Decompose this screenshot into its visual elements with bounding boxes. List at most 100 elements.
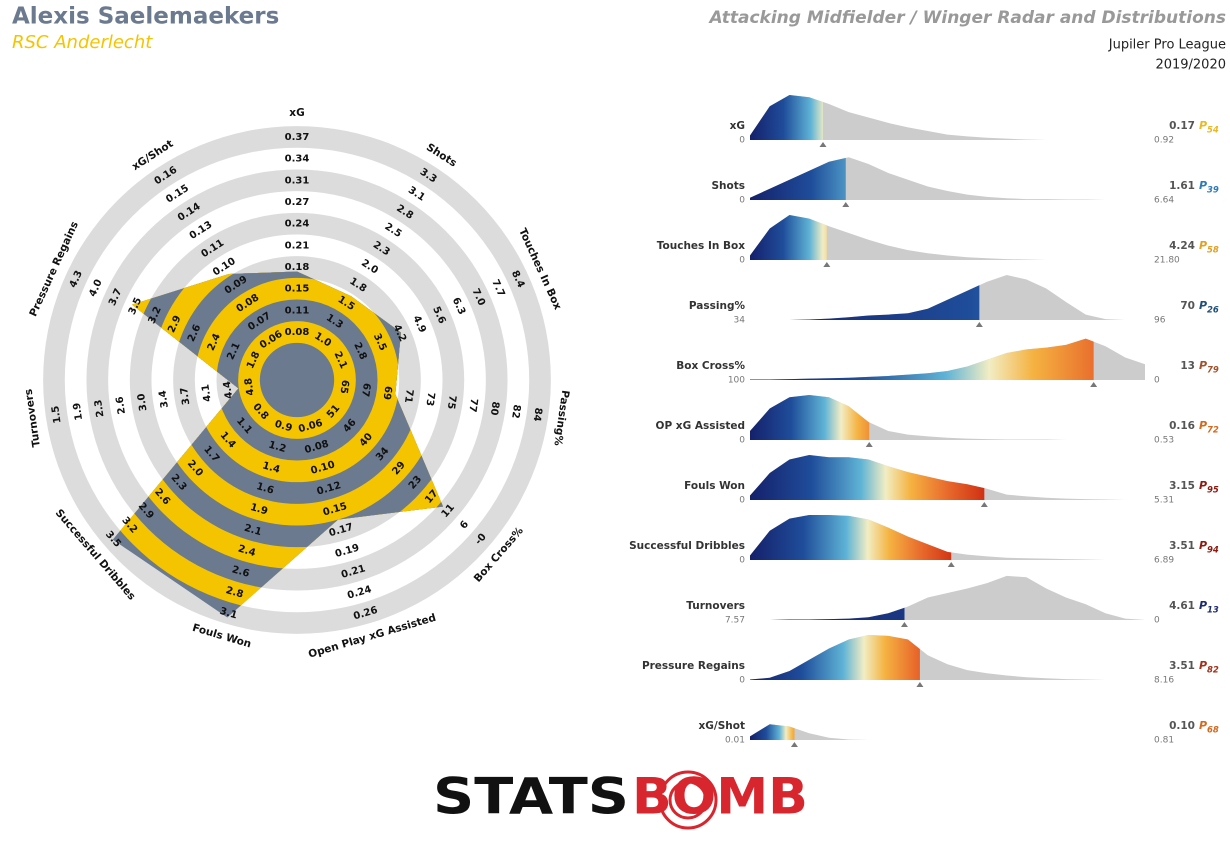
max-label: 0.53 [1154, 436, 1174, 446]
max-label: 0.81 [1154, 736, 1174, 746]
density-value-fill [750, 395, 870, 440]
max-label: 0 [1154, 616, 1160, 626]
tick-label: 0.15 [285, 284, 310, 295]
percentile-label: 13 [1207, 606, 1219, 616]
team-name: RSC Anderlecht [12, 32, 153, 53]
tick-label: 2.6 [231, 564, 251, 580]
value-label: 0.10 [1169, 720, 1195, 732]
percentile-label: 72 [1207, 426, 1219, 436]
percentile-symbol: P [1199, 479, 1207, 492]
tick-label: 0.24 [285, 219, 310, 230]
value-marker [947, 562, 955, 567]
ring-center [259, 342, 335, 418]
tick-label: 2.3 [93, 399, 106, 418]
value-marker [842, 202, 850, 207]
row-label: xG [730, 120, 745, 132]
density-value-fill [750, 338, 1094, 380]
max-label: 8.16 [1154, 676, 1174, 686]
density [750, 575, 1145, 620]
tick-label: 0.37 [285, 132, 310, 143]
density [750, 95, 1145, 140]
tick-label: 3.4 [157, 390, 170, 409]
row-label: xG/Shot [699, 720, 746, 732]
density [750, 724, 1145, 740]
tick-label: 2.8 [224, 585, 244, 601]
density-value-fill [750, 455, 985, 500]
density [750, 157, 1145, 200]
min-label: 0 [739, 256, 745, 266]
tick-label: 73 [423, 391, 436, 406]
max-label: 21.80 [1154, 256, 1180, 266]
logo-target [668, 780, 708, 820]
tick-label: 2.1 [243, 523, 263, 539]
density-value-fill [750, 607, 905, 620]
density-value-fill [750, 215, 827, 260]
league: Jupiler Pro League [1108, 38, 1226, 53]
tick-label: 69 [380, 385, 393, 400]
tick-label: 1.5 [50, 405, 63, 424]
tick-label: 65 [338, 379, 351, 394]
max-label: 6.89 [1154, 556, 1174, 566]
percentile-label: 39 [1207, 186, 1219, 196]
max-label: 96 [1154, 316, 1166, 326]
percentile-symbol: P [1199, 719, 1207, 732]
row-label: Touches In Box [657, 240, 745, 252]
logo: STATS BOMB [433, 768, 808, 830]
min-label: 0 [739, 556, 745, 566]
percentile-symbol: P [1199, 239, 1207, 252]
value-label: 4.61 [1169, 600, 1195, 612]
percentile-symbol: P [1199, 539, 1207, 552]
value-marker [1090, 382, 1098, 387]
percentile-symbol: P [1199, 179, 1207, 192]
tick-label: 1.2 [267, 440, 287, 456]
value-label: 1.61 [1169, 180, 1195, 192]
tick-label: 1.6 [255, 481, 275, 497]
tick-label: 4.4 [222, 380, 235, 399]
percentile-label: 95 [1207, 486, 1219, 496]
percentile-label: 82 [1207, 666, 1219, 676]
percentile-symbol: P [1199, 599, 1207, 612]
tick-label: 1.9 [72, 402, 85, 421]
tick-label: 4.1 [200, 383, 213, 402]
percentile-symbol: P [1199, 359, 1207, 372]
min-label: 0 [739, 496, 745, 506]
value-label: 0.17 [1169, 120, 1195, 132]
percentile-label: 79 [1207, 366, 1219, 376]
tick-label: 80 [488, 401, 501, 416]
min-label: 0.01 [725, 736, 745, 746]
tick-label: 71 [402, 388, 415, 403]
tick-label: 0.21 [285, 240, 310, 251]
percentile-symbol: P [1199, 119, 1207, 132]
tick-label: 84 [531, 407, 544, 422]
max-label: 0.92 [1154, 136, 1174, 146]
value-marker [865, 442, 873, 447]
min-label: 0 [739, 676, 745, 686]
value-label: 4.24 [1169, 240, 1195, 252]
row-label: Fouls Won [684, 480, 745, 492]
row-label: Shots [711, 180, 745, 192]
row-label: Turnovers [686, 600, 745, 612]
density-value-fill [750, 95, 823, 140]
tick-label: 2.6 [115, 396, 128, 415]
logo-target [658, 770, 718, 830]
value-label: 70 [1180, 300, 1195, 312]
max-label: 5.31 [1154, 496, 1174, 506]
row-label: OP xG Assisted [656, 420, 745, 432]
row-label: Passing% [689, 300, 746, 312]
player-name: Alexis Saelemaekers [12, 4, 279, 30]
tick-label: 0.18 [285, 262, 310, 273]
tick-label: 4.8 [243, 377, 256, 396]
value-label: 3.51 [1169, 540, 1195, 552]
tick-label: 0.31 [285, 175, 310, 186]
density-value-fill [750, 157, 846, 200]
tick-label: 3.7 [179, 386, 192, 405]
tick-label: 0.34 [285, 154, 310, 165]
percentile-label: 54 [1207, 126, 1219, 136]
min-label: 100 [728, 376, 745, 386]
percentile-symbol: P [1199, 659, 1207, 672]
density-value-fill [750, 285, 980, 320]
tick-label: 77 [466, 398, 479, 413]
value-label: 0.16 [1169, 420, 1195, 432]
value-marker [790, 742, 798, 747]
percentile-symbol: P [1199, 419, 1207, 432]
